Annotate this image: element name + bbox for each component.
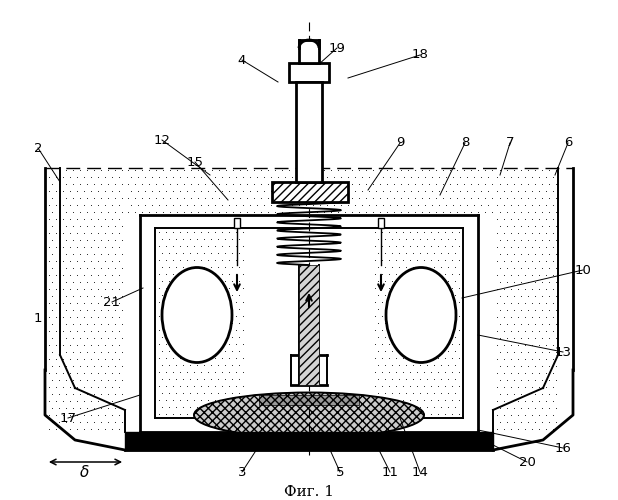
- Text: $\delta$: $\delta$: [78, 464, 90, 480]
- Text: 7: 7: [506, 136, 514, 149]
- Text: 5: 5: [336, 466, 344, 478]
- Text: 9: 9: [396, 136, 404, 149]
- Ellipse shape: [194, 392, 424, 438]
- Bar: [299, 40, 319, 63]
- Text: 2: 2: [34, 142, 42, 154]
- Text: 15: 15: [187, 156, 203, 168]
- Text: 18: 18: [412, 48, 428, 62]
- Ellipse shape: [162, 268, 232, 362]
- Bar: [272, 182, 348, 202]
- Text: 13: 13: [554, 346, 572, 358]
- Text: 10: 10: [575, 264, 591, 276]
- Ellipse shape: [386, 268, 456, 362]
- Text: 3: 3: [238, 466, 246, 478]
- Text: 16: 16: [554, 442, 572, 454]
- Bar: [299, 265, 319, 385]
- Bar: [378, 218, 384, 228]
- Text: 20: 20: [519, 456, 535, 468]
- Bar: [296, 82, 322, 182]
- Bar: [289, 63, 329, 82]
- Bar: [234, 218, 240, 228]
- Bar: [259, 395, 359, 405]
- Text: 14: 14: [412, 466, 428, 478]
- Bar: [125, 432, 493, 450]
- Text: 4: 4: [238, 54, 246, 66]
- Bar: [272, 182, 348, 202]
- Text: 6: 6: [564, 136, 572, 149]
- Text: 19: 19: [329, 42, 345, 54]
- Text: 17: 17: [59, 412, 77, 424]
- Text: 12: 12: [153, 134, 171, 146]
- Text: 21: 21: [103, 296, 121, 308]
- Text: Фиг. 1: Фиг. 1: [284, 485, 334, 499]
- Text: 11: 11: [381, 466, 399, 478]
- Text: 8: 8: [461, 136, 469, 149]
- Text: 1: 1: [34, 312, 42, 324]
